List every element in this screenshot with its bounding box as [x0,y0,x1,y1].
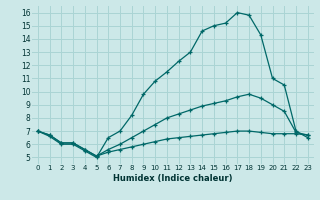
X-axis label: Humidex (Indice chaleur): Humidex (Indice chaleur) [113,174,233,183]
